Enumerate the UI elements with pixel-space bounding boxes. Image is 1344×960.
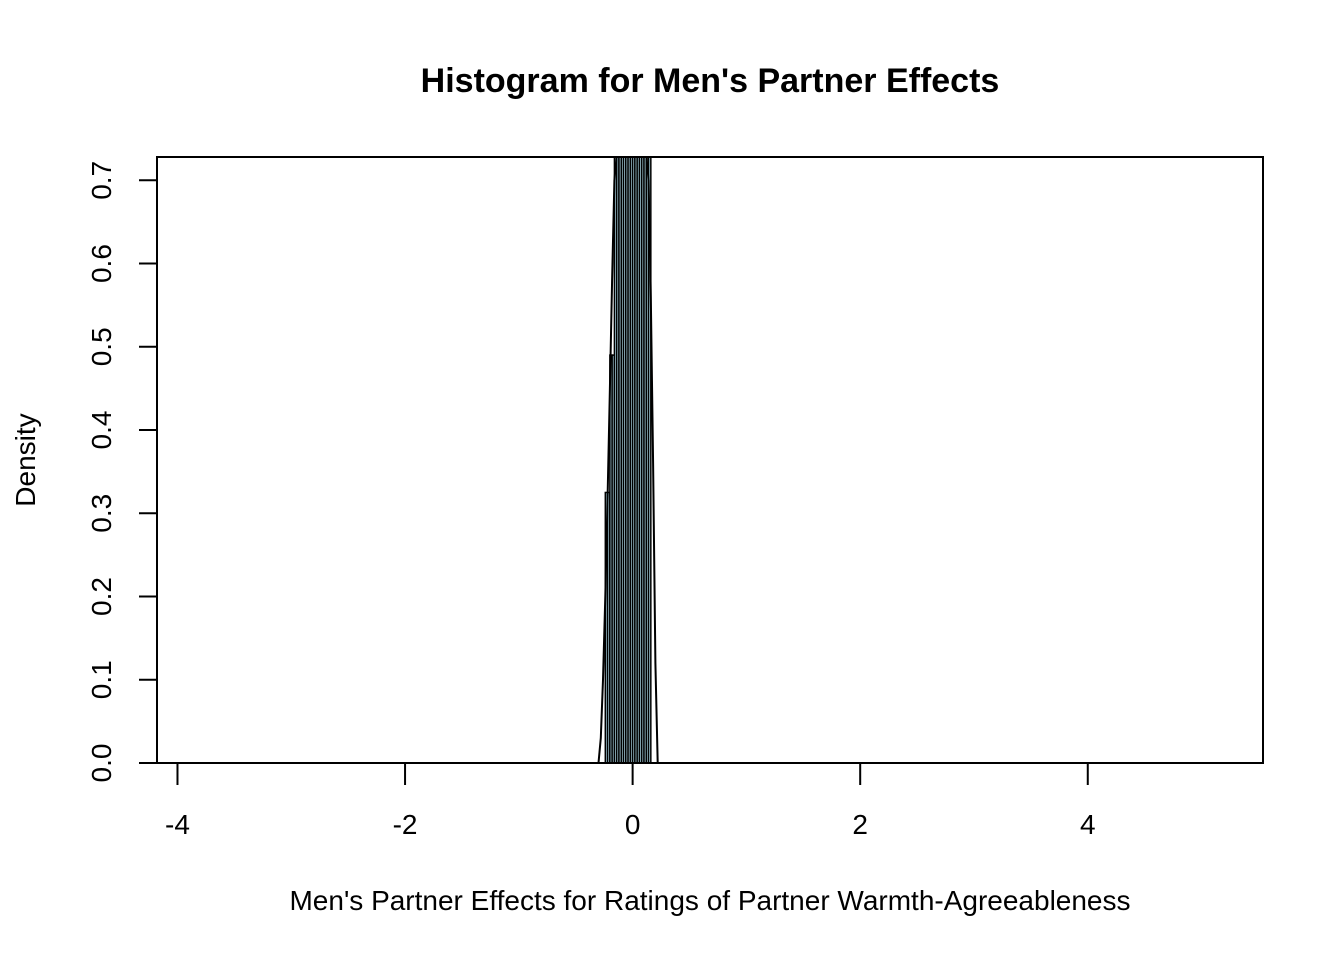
- y-axis: 0.0 0.1 0.2 0.3 0.4 0.5 0.6 0.7: [86, 161, 158, 783]
- bars-group: [604, 157, 652, 763]
- x-tick-label: 0: [625, 809, 641, 840]
- y-tick-label: 0.6: [86, 244, 117, 283]
- y-axis-label: Density: [10, 413, 41, 506]
- x-axis-label: Men's Partner Effects for Ratings of Par…: [289, 885, 1130, 916]
- x-axis: -4 -2 0 2 4: [165, 762, 1096, 840]
- density-curve: [597, 157, 659, 763]
- plot-frame: [156, 156, 1264, 764]
- x-tick-label: 4: [1080, 809, 1096, 840]
- y-tick-label: 0.4: [86, 411, 117, 450]
- chart-title: Histogram for Men's Partner Effects: [421, 62, 1000, 100]
- y-tick-label: 0.3: [86, 494, 117, 533]
- x-tick-label: -4: [165, 809, 190, 840]
- y-tick-label: 0.2: [86, 577, 117, 616]
- x-tick-label: 2: [852, 809, 868, 840]
- y-tick-label: 0.1: [86, 660, 117, 699]
- y-tick-label: 0.7: [86, 161, 117, 200]
- x-tick-label: -2: [393, 809, 418, 840]
- y-tick-label: 0.0: [86, 744, 117, 783]
- histogram-bar: [647, 157, 652, 763]
- y-tick-label: 0.5: [86, 327, 117, 366]
